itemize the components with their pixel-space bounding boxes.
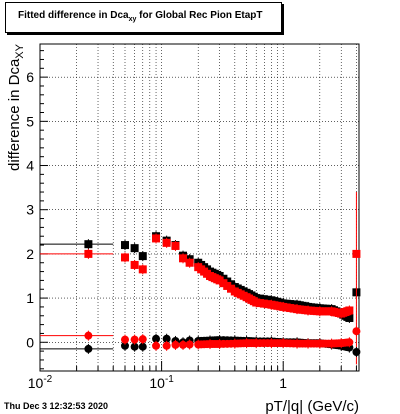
data-point-circle	[352, 347, 361, 356]
data-point-square	[289, 304, 298, 313]
data-point-square	[84, 249, 93, 258]
data-point-circle	[152, 341, 161, 350]
data-point-circle	[84, 344, 93, 353]
data-point-circle	[138, 335, 147, 344]
title-prefix: Fitted difference in Dca	[18, 10, 129, 21]
y-tick-label: 4	[26, 158, 34, 174]
data-point-circle	[162, 341, 171, 350]
data-point-circle	[162, 334, 171, 343]
data-point-square	[203, 269, 212, 278]
data-point-square	[227, 284, 236, 293]
data-point-square	[334, 309, 343, 318]
data-point-circle	[152, 334, 161, 343]
y-tick-label: 0	[26, 334, 34, 350]
data-point-circle	[301, 339, 310, 348]
data-point-square	[120, 241, 129, 250]
y-tick-label: 3	[26, 202, 34, 218]
data-point-square	[152, 234, 161, 243]
data-point-circle	[263, 339, 272, 348]
data-point-circle	[84, 331, 93, 340]
y-tick-label: 2	[26, 246, 34, 262]
data-point-square	[343, 312, 352, 321]
plot-frame	[39, 43, 360, 372]
data-point-square	[120, 253, 129, 262]
data-point-circle	[138, 342, 147, 351]
data-point-square	[130, 260, 139, 269]
data-point-square	[324, 307, 333, 316]
x-tick-label: 10-1	[149, 374, 174, 391]
data-point-circle	[289, 339, 298, 348]
data-point-square	[276, 302, 285, 311]
data-point-square	[352, 249, 361, 258]
y-tick-label: 1	[26, 290, 34, 306]
data-point-circle	[130, 342, 139, 351]
data-point-circle	[213, 340, 222, 349]
data-point-square	[162, 238, 171, 247]
x-tick-label: 10-2	[28, 374, 53, 391]
chart-title-box: Fitted difference in Dcaxy for Global Re…	[5, 2, 282, 33]
data-point-circle	[276, 339, 285, 348]
x-axis-label: pT/|q| (GeV/c)	[265, 398, 359, 414]
x-tick-label: 1	[279, 375, 287, 391]
title-subscript: xy	[128, 16, 137, 23]
data-point-square	[249, 297, 258, 306]
data-point-square	[312, 307, 321, 316]
data-point-square	[239, 291, 248, 300]
title-suffix: for Global Rec Pion EtapT	[136, 10, 263, 21]
data-point-circle	[343, 338, 352, 347]
data-point-circle	[227, 339, 236, 348]
data-point-circle	[185, 340, 194, 349]
data-point-square	[84, 240, 93, 249]
data-point-square	[179, 254, 188, 263]
data-point-circle	[312, 339, 321, 348]
data-point-square	[130, 244, 139, 253]
data-point-circle	[179, 340, 188, 349]
data-point-square	[185, 258, 194, 267]
data-point-square	[213, 275, 222, 284]
timestamp-footer: Thu Dec 3 12:32:53 2020	[4, 401, 109, 411]
y-axis-label: difference in DcaXY	[6, 43, 26, 171]
data-point-circle	[171, 340, 180, 349]
y-tick-label: 6	[26, 69, 34, 85]
data-point-square	[171, 241, 180, 250]
data-point-square	[343, 307, 352, 316]
data-point-square	[138, 252, 147, 261]
data-point-circle	[130, 335, 139, 344]
data-point-circle	[120, 335, 129, 344]
data-point-circle	[249, 339, 258, 348]
data-point-circle	[352, 327, 361, 336]
data-point-square	[301, 306, 310, 315]
y-tick-label: 5	[26, 113, 34, 129]
data-point-square	[138, 265, 147, 274]
chart-title: Fitted difference in Dcaxy for Global Re…	[18, 10, 263, 23]
data-point-square	[263, 300, 272, 309]
data-point-circle	[120, 341, 129, 350]
